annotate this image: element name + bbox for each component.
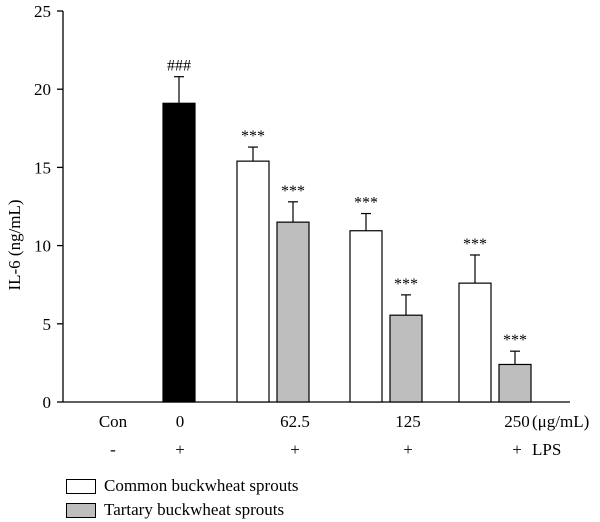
significance-label: ### bbox=[167, 58, 191, 75]
y-tick-label: 10 bbox=[34, 237, 51, 256]
legend: Common buckwheat sprouts Tartary buckwhe… bbox=[66, 474, 299, 522]
significance-label: *** bbox=[354, 195, 378, 212]
y-tick-label: 5 bbox=[43, 315, 52, 334]
x-unit-label: (μg/mL) bbox=[532, 412, 589, 431]
lps-sign: - bbox=[110, 440, 116, 459]
bar bbox=[276, 221, 310, 403]
lps-sign: + bbox=[403, 440, 413, 459]
x-labels: Con 0 62.5 125 250 (μg/mL) - + + + + LPS bbox=[99, 412, 589, 459]
y-tick-label: 0 bbox=[43, 393, 52, 412]
lps-sign: + bbox=[290, 440, 300, 459]
bar bbox=[349, 230, 383, 403]
y-tick-label: 20 bbox=[34, 80, 51, 99]
x-tick-label: Con bbox=[99, 412, 128, 431]
x-tick-label: 0 bbox=[176, 412, 185, 431]
significance-label: *** bbox=[463, 236, 487, 253]
bar bbox=[498, 363, 532, 403]
significance-label: *** bbox=[241, 128, 265, 145]
significance-label: *** bbox=[503, 332, 527, 349]
y-tick-label: 25 bbox=[34, 2, 51, 21]
legend-label-tartary: Tartary buckwheat sprouts bbox=[104, 500, 285, 519]
legend-label-common: Common buckwheat sprouts bbox=[104, 476, 299, 495]
bars: ### *** *** *** *** *** *** bbox=[162, 58, 532, 403]
lps-sign: + bbox=[512, 440, 522, 459]
legend-swatch-common bbox=[66, 478, 96, 494]
bar bbox=[236, 160, 270, 403]
bar bbox=[458, 282, 492, 403]
legend-swatch-tartary bbox=[66, 502, 96, 518]
x-tick-label: 125 bbox=[395, 412, 421, 431]
bar bbox=[162, 102, 196, 403]
y-tick-label: 15 bbox=[34, 158, 51, 177]
x-tick-label: 62.5 bbox=[280, 412, 310, 431]
lps-sign: + bbox=[175, 440, 185, 459]
legend-item-tartary: Tartary buckwheat sprouts bbox=[66, 498, 299, 522]
bar bbox=[389, 314, 423, 403]
significance-label: *** bbox=[281, 183, 305, 200]
lps-label: LPS bbox=[532, 440, 561, 459]
y-axis-label: IL-6 (ng/mL) bbox=[5, 199, 24, 290]
significance-label: *** bbox=[394, 276, 418, 293]
legend-item-common: Common buckwheat sprouts bbox=[66, 474, 299, 498]
x-tick-label: 250 bbox=[504, 412, 530, 431]
